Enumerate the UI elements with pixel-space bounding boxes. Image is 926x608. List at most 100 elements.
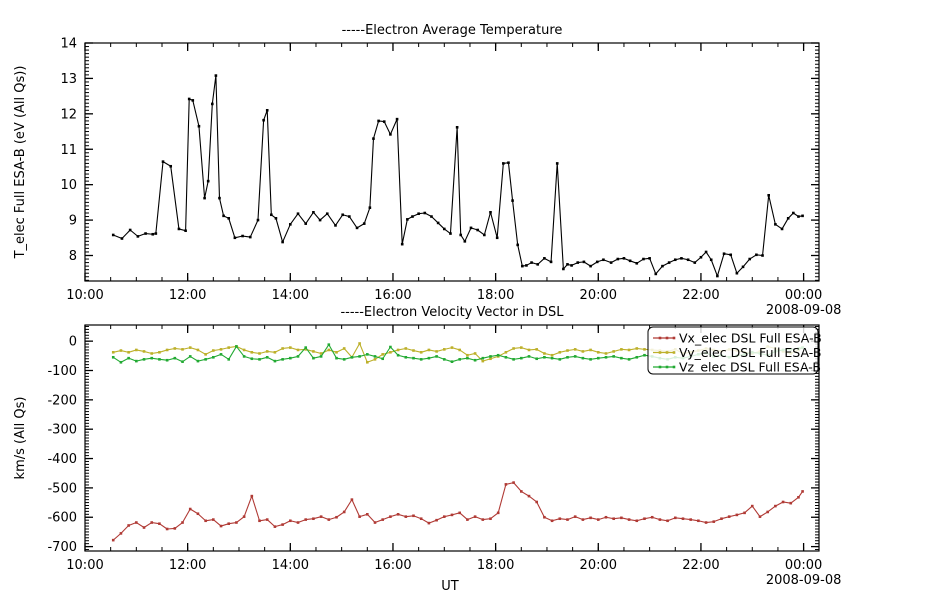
data-point [543, 352, 546, 355]
x-tick-label: 22:00 [682, 288, 719, 303]
data-point [111, 233, 115, 237]
data-point [128, 228, 132, 232]
data-point [573, 515, 577, 518]
y-axis-label: km/s (All Qs) [13, 397, 28, 480]
data-point [536, 263, 540, 266]
data-point [469, 226, 473, 230]
y-tick-label: -400 [47, 452, 77, 467]
data-point [396, 348, 400, 352]
x-tick-label: 00:00 [785, 558, 822, 573]
data-point [281, 358, 284, 361]
legend-item-label[interactable]: Vx_elec DSL Full ESA-B [679, 331, 822, 346]
data-point [755, 253, 758, 257]
data-point [620, 516, 623, 520]
data-point [250, 494, 254, 498]
data-point [274, 217, 278, 220]
data-point [595, 260, 599, 264]
data-point [761, 254, 764, 257]
data-point [507, 161, 510, 165]
data-point [214, 74, 218, 77]
data-point [443, 358, 446, 361]
legend-item-label[interactable]: Vy_elec DSL Full ESA-B [679, 345, 821, 360]
data-point [173, 347, 177, 350]
data-point [566, 263, 569, 266]
data-point [158, 358, 161, 361]
data-point [319, 515, 323, 518]
data-point [273, 525, 277, 528]
data-point [258, 352, 261, 355]
data-point [473, 358, 477, 362]
data-point [543, 515, 546, 519]
data-point [443, 227, 446, 231]
data-point [250, 350, 254, 354]
data-point [627, 348, 631, 352]
data-point [566, 518, 569, 521]
data-point [381, 353, 385, 356]
x-tick-label: 10:00 [66, 288, 103, 303]
y-axis-label: T_elec Full ESA-B (eV (All Qs)) [13, 66, 28, 260]
x-tick-label: 14:00 [272, 558, 309, 573]
data-point [727, 515, 731, 518]
data-point [489, 357, 492, 361]
data-point [312, 350, 315, 353]
data-point [748, 257, 752, 261]
data-point [689, 518, 692, 521]
legend-box [647, 326, 819, 375]
data-point [242, 348, 246, 352]
x-tick-label: 20:00 [580, 558, 617, 573]
data-point [459, 233, 463, 237]
data-point [304, 348, 308, 351]
data-point [436, 221, 440, 225]
data-point [348, 215, 351, 218]
data-point [449, 232, 452, 235]
data-point [219, 353, 223, 356]
data-point [427, 356, 431, 360]
data-point [495, 236, 499, 240]
data-point [281, 523, 284, 526]
data-point [673, 516, 677, 520]
data-point [319, 352, 323, 355]
data-point [797, 215, 800, 218]
data-point [502, 162, 505, 165]
series-line [113, 75, 803, 277]
data-point [273, 350, 277, 354]
data-point [616, 257, 620, 261]
y-tick-label: -700 [47, 540, 77, 555]
x-tick-label: 00:00 [785, 288, 822, 303]
data-point [673, 258, 677, 262]
data-point [334, 224, 337, 227]
data-point [342, 510, 346, 514]
data-point [412, 356, 415, 360]
plot-frame [84, 42, 820, 282]
data-point [366, 353, 369, 356]
y-tick-label: 9 [69, 214, 77, 229]
data-point [666, 519, 669, 523]
x-axis-date-label: 2008-09-08 [766, 573, 842, 588]
data-point [235, 521, 238, 524]
data-point [258, 519, 261, 523]
data-point [265, 355, 269, 359]
data-point [635, 347, 639, 350]
data-point [550, 519, 554, 523]
data-point [489, 517, 492, 521]
data-point [519, 356, 523, 360]
data-point [643, 517, 646, 521]
data-point [151, 232, 155, 236]
data-point [377, 119, 380, 123]
data-point [196, 359, 200, 363]
data-point [427, 521, 431, 525]
data-point [312, 356, 315, 360]
data-point [177, 227, 181, 231]
panel-electron-average-temperature: 8 9 10 11 12 13 14 10:00 12:00 14:00 16:00 18:00 20:… [13, 23, 841, 318]
data-point [550, 356, 554, 360]
legend-swatch-marker [672, 336, 676, 340]
data-point [496, 353, 500, 357]
data-point [325, 212, 329, 216]
data-point [296, 355, 300, 358]
legend-item-label[interactable]: Vz_elec DSL Full ESA-B [679, 360, 821, 375]
data-point [650, 515, 654, 519]
data-point [458, 358, 461, 361]
data-point [489, 210, 492, 214]
data-point [604, 515, 608, 519]
data-point [566, 355, 569, 359]
